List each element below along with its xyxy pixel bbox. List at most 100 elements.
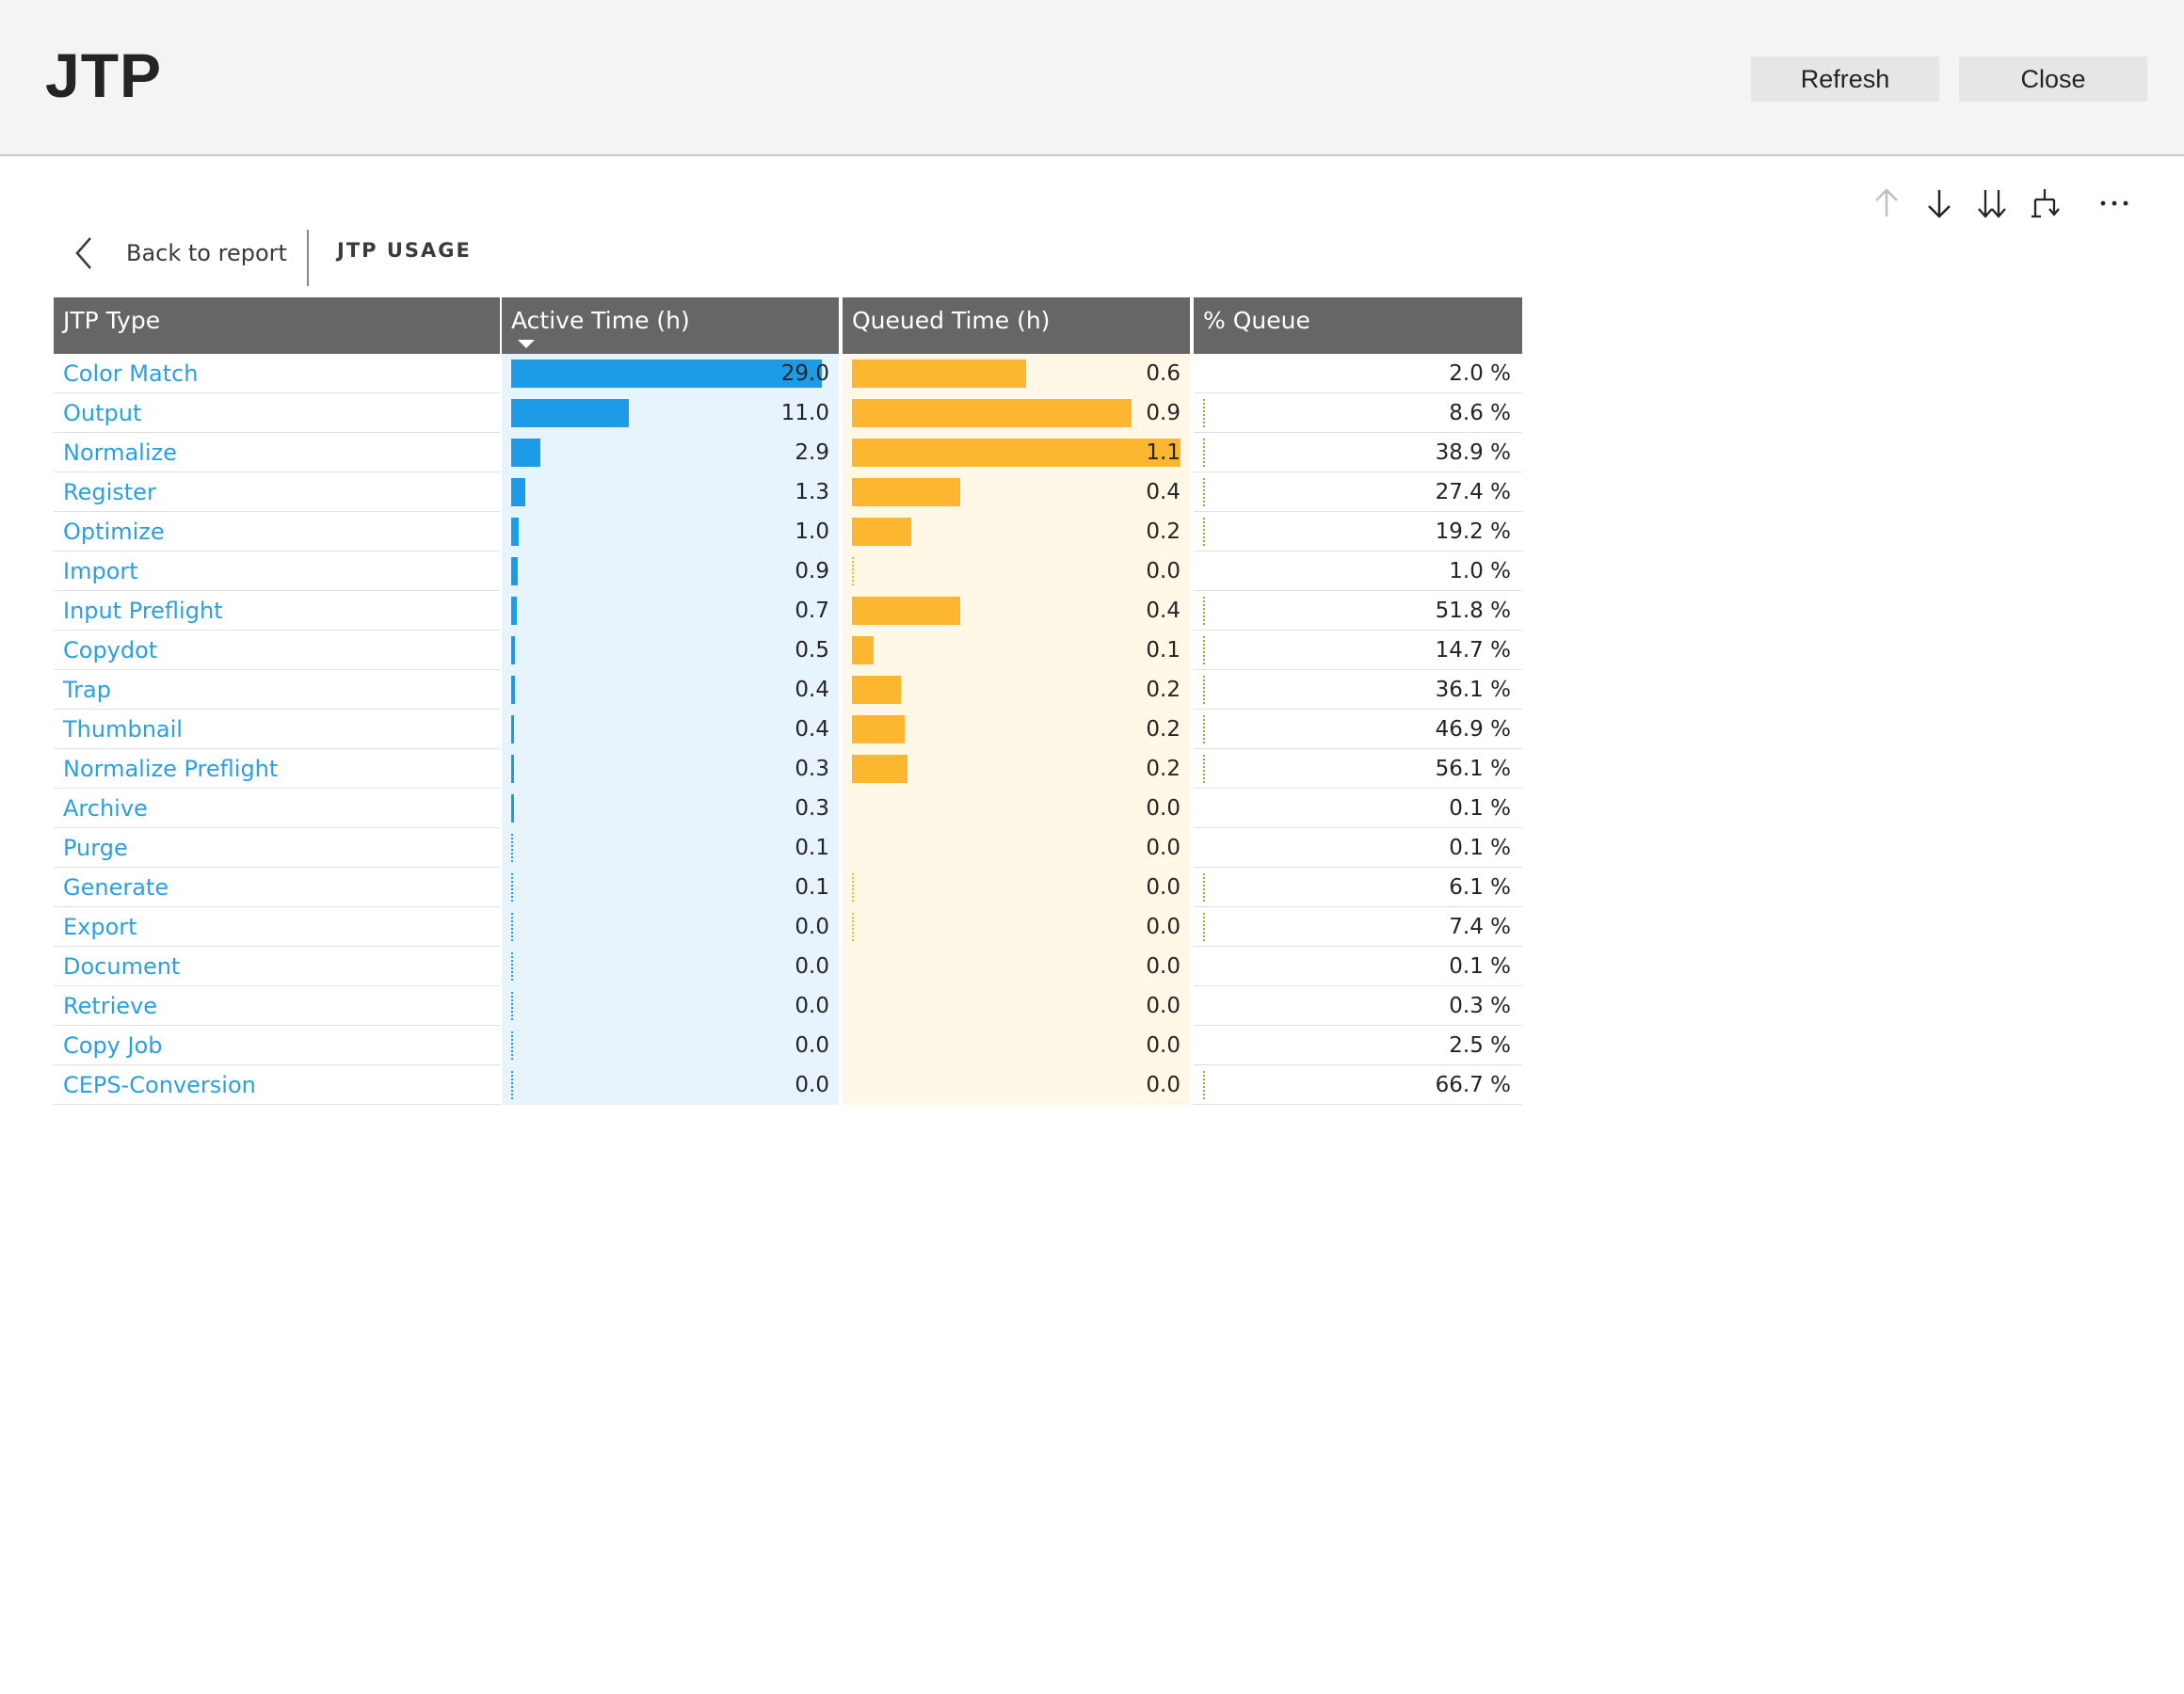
active-time-value: 0.0	[795, 1033, 829, 1058]
percent-queue-cell: 27.4 %	[1194, 472, 1522, 512]
jtp-type-link[interactable]: Archive	[54, 789, 500, 828]
column-header-percent-queue[interactable]: % Queue	[1194, 297, 1522, 354]
close-button[interactable]: Close	[1959, 56, 2147, 102]
active-time-value: 0.1	[795, 875, 829, 900]
percent-queue-marker	[1203, 597, 1205, 625]
queued-time-value: 0.2	[1146, 717, 1180, 742]
arrow-up-icon[interactable]	[1868, 184, 1905, 222]
queued-time-value: 0.2	[1146, 678, 1180, 702]
more-options-icon[interactable]	[2096, 184, 2133, 222]
jtp-type-link[interactable]: Normalize	[54, 433, 500, 472]
jtp-type-link[interactable]: Import	[54, 551, 500, 591]
queued-time-value: 0.0	[1146, 559, 1180, 583]
active-time-bar	[511, 1031, 513, 1060]
percent-queue-marker	[1203, 636, 1205, 664]
active-time-value: 0.4	[795, 678, 829, 702]
percent-queue-marker	[1203, 478, 1205, 506]
percent-queue-value: 36.1 %	[1435, 678, 1511, 702]
queued-time-value: 1.1	[1146, 440, 1180, 465]
column-header-active-time[interactable]: Active Time (h)	[502, 297, 839, 354]
table-row: Copydot 0.5 0.1 14.7 %	[54, 631, 1522, 670]
percent-queue-cell: 0.1 %	[1194, 789, 1522, 828]
jtp-type-link[interactable]: Register	[54, 472, 500, 512]
double-arrow-down-icon[interactable]	[1973, 184, 2011, 222]
queued-time-bar	[852, 360, 1026, 388]
table-row: CEPS-Conversion 0.0 0.0 66.7 %	[54, 1065, 1522, 1105]
active-time-cell: 0.4	[502, 710, 839, 749]
active-time-cell: 0.0	[502, 947, 839, 986]
percent-queue-value: 27.4 %	[1435, 480, 1511, 504]
table-row: Normalize 2.9 1.1 38.9 %	[54, 433, 1522, 472]
percent-queue-cell: 7.4 %	[1194, 907, 1522, 947]
percent-queue-marker	[1203, 913, 1205, 941]
jtp-type-link[interactable]: Retrieve	[54, 986, 500, 1026]
percent-queue-value: 2.0 %	[1449, 361, 1511, 386]
jtp-type-link[interactable]: Output	[54, 393, 500, 433]
queued-time-value: 0.0	[1146, 954, 1180, 979]
jtp-type-link[interactable]: Input Preflight	[54, 591, 500, 631]
active-time-value: 0.7	[795, 599, 829, 623]
percent-queue-value: 2.5 %	[1449, 1033, 1511, 1058]
table-row: Normalize Preflight 0.3 0.2 56.1 %	[54, 749, 1522, 789]
jtp-type-link[interactable]: Generate	[54, 868, 500, 907]
queued-time-value: 0.4	[1146, 599, 1180, 623]
percent-queue-value: 6.1 %	[1449, 875, 1511, 900]
table-row: Generate 0.1 0.0 6.1 %	[54, 868, 1522, 907]
queued-time-value: 0.0	[1146, 796, 1180, 821]
jtp-type-link[interactable]: Normalize Preflight	[54, 749, 500, 789]
jtp-type-link[interactable]: Thumbnail	[54, 710, 500, 749]
column-header-jtp-type[interactable]: JTP Type	[54, 297, 500, 354]
active-time-bar	[511, 913, 513, 941]
jtp-type-link[interactable]: Export	[54, 907, 500, 947]
percent-queue-cell: 0.1 %	[1194, 828, 1522, 868]
refresh-button[interactable]: Refresh	[1751, 56, 1939, 102]
active-time-bar	[511, 360, 822, 388]
active-time-value: 0.5	[795, 638, 829, 663]
percent-queue-marker	[1203, 439, 1205, 467]
percent-queue-cell: 66.7 %	[1194, 1065, 1522, 1105]
percent-queue-value: 56.1 %	[1435, 757, 1511, 781]
percent-queue-marker	[1203, 676, 1205, 704]
active-time-cell: 0.5	[502, 631, 839, 670]
jtp-type-link[interactable]: Trap	[54, 670, 500, 710]
queued-time-value: 0.0	[1146, 915, 1180, 939]
percent-queue-value: 66.7 %	[1435, 1073, 1511, 1097]
queued-time-value: 0.0	[1146, 836, 1180, 860]
jtp-type-link[interactable]: Optimize	[54, 512, 500, 551]
back-to-report-link[interactable]: Back to report	[72, 230, 287, 277]
jtp-type-link[interactable]: Copydot	[54, 631, 500, 670]
jtp-type-link[interactable]: CEPS-Conversion	[54, 1065, 500, 1105]
queued-time-cell: 0.0	[843, 907, 1190, 947]
active-time-cell: 0.7	[502, 591, 839, 631]
active-time-value: 1.0	[795, 519, 829, 544]
percent-queue-marker	[1203, 715, 1205, 743]
active-time-value: 11.0	[780, 401, 829, 425]
active-time-bar	[511, 992, 513, 1020]
queued-time-value: 0.2	[1146, 757, 1180, 781]
jtp-type-link[interactable]: Document	[54, 947, 500, 986]
column-header-active-time-label: Active Time (h)	[511, 307, 690, 334]
queued-time-bar	[852, 676, 902, 704]
queued-time-value: 0.2	[1146, 519, 1180, 544]
percent-queue-marker	[1203, 755, 1205, 783]
jtp-type-link[interactable]: Copy Job	[54, 1026, 500, 1065]
jtp-type-link[interactable]: Purge	[54, 828, 500, 868]
percent-queue-cell: 8.6 %	[1194, 393, 1522, 433]
active-time-bar	[511, 755, 514, 783]
page-title: JTP USAGE	[337, 239, 472, 262]
queued-time-cell: 0.2	[843, 670, 1190, 710]
table-row: Thumbnail 0.4 0.2 46.9 %	[54, 710, 1522, 749]
jtp-type-link[interactable]: Color Match	[54, 354, 500, 393]
active-time-value: 1.3	[795, 480, 829, 504]
percent-queue-cell: 14.7 %	[1194, 631, 1522, 670]
table-body: Color Match 29.0 0.6 2.0 % Output 11.0 0.9 8.6 …	[54, 354, 1522, 1105]
queued-time-cell: 0.1	[843, 631, 1190, 670]
arrow-down-icon[interactable]	[1920, 184, 1958, 222]
active-time-cell: 1.3	[502, 472, 839, 512]
column-header-queued-time[interactable]: Queued Time (h)	[843, 297, 1190, 354]
expand-hierarchy-icon[interactable]	[2026, 184, 2064, 222]
table-row: Optimize 1.0 0.2 19.2 %	[54, 512, 1522, 551]
table-row: Purge 0.1 0.0 0.1 %	[54, 828, 1522, 868]
active-time-value: 0.3	[795, 796, 829, 821]
queued-time-cell: 0.6	[843, 354, 1190, 393]
